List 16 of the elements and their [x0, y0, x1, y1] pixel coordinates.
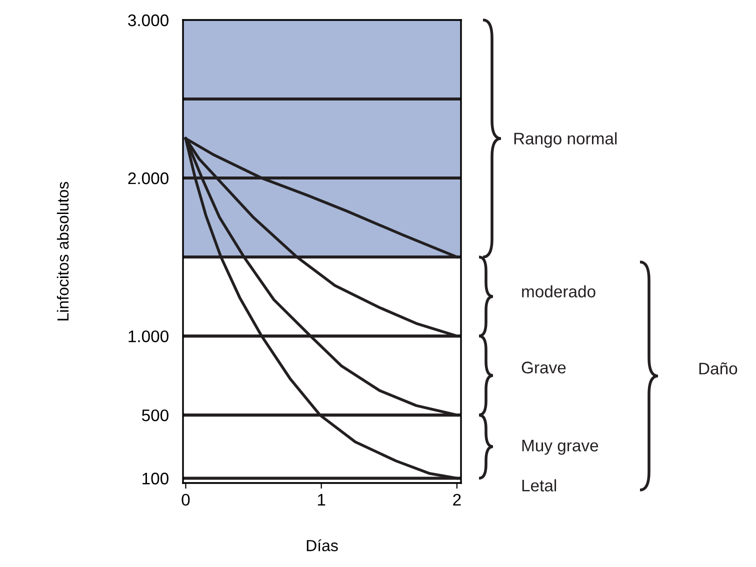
y-tick-label: 100: [142, 472, 168, 484]
y-axis-title: Linfocitos absolutos: [56, 182, 69, 320]
text: Letal: [522, 479, 556, 492]
y-tick-label: 500: [142, 409, 168, 422]
x-tick-label: 1: [318, 494, 326, 506]
x-tick-label: 0: [182, 494, 190, 506]
y-tick-label: 1.000: [128, 330, 168, 342]
y-tick-label: 3.000: [128, 14, 168, 26]
text: Muy grave: [522, 440, 598, 455]
text: moderado: [522, 285, 596, 298]
x-axis-title: Días: [306, 539, 338, 552]
text: Rango normal: [514, 132, 617, 148]
text: Grave: [522, 362, 566, 374]
y-tick-label: 2.000: [128, 172, 168, 184]
text: Daño: [699, 362, 738, 374]
x-tick-label: 2: [453, 494, 461, 506]
